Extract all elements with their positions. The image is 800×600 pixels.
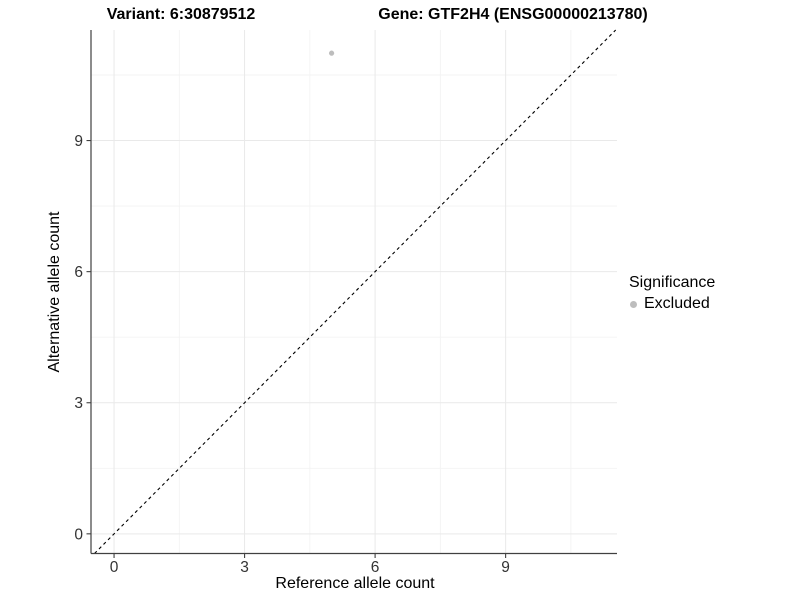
x-tick-label: 6 bbox=[371, 559, 380, 576]
identity-line bbox=[94, 29, 617, 554]
legend: Significance Excluded bbox=[629, 274, 715, 313]
legend-point-icon bbox=[630, 300, 637, 308]
y-tick-label: 0 bbox=[74, 526, 83, 543]
y-tick-label: 9 bbox=[74, 133, 83, 150]
plot-title-variant: Variant: 6:30879512 bbox=[106, 6, 256, 23]
x-tick-label: 3 bbox=[240, 559, 249, 576]
legend-item-label: Excluded bbox=[644, 295, 710, 312]
y-tick-label: 3 bbox=[74, 395, 83, 412]
y-axis-label: Alternative allele count bbox=[46, 211, 63, 373]
legend-title: Significance bbox=[629, 274, 716, 291]
x-tick-label: 9 bbox=[501, 559, 510, 576]
x-axis-label: Reference allele count bbox=[275, 575, 435, 592]
data-point bbox=[328, 50, 335, 56]
legend-item-excluded: Excluded bbox=[630, 295, 715, 313]
y-tick-label: 6 bbox=[74, 264, 83, 281]
plot-title-gene: Gene: GTF2H4 (ENSG00000213780) bbox=[378, 6, 648, 23]
x-tick-label: 0 bbox=[110, 559, 119, 576]
